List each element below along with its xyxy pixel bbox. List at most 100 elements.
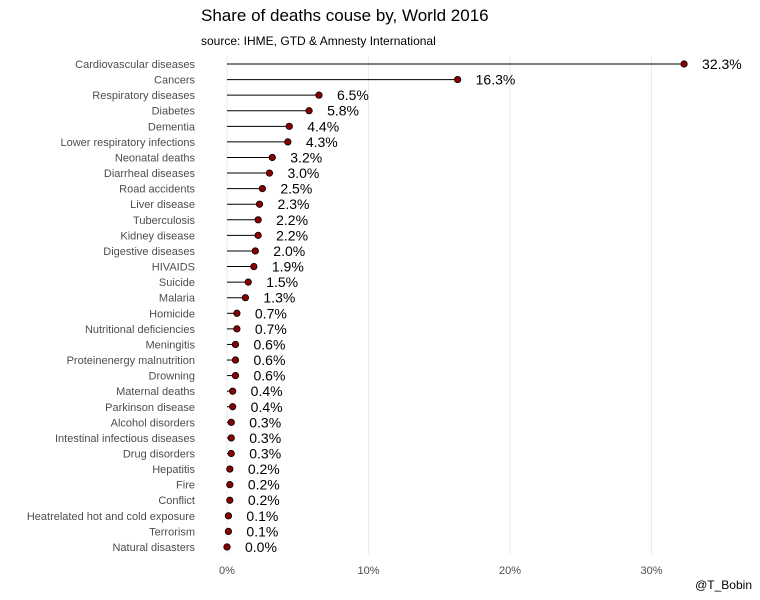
category-label: Terrorism bbox=[149, 526, 195, 538]
data-point bbox=[254, 216, 262, 224]
category-label: Intestinal infectious diseases bbox=[55, 433, 196, 445]
data-point bbox=[251, 247, 259, 255]
category-label: Diarrheal diseases bbox=[104, 168, 196, 180]
value-label: 2.3% bbox=[278, 196, 310, 212]
category-label: Fire bbox=[176, 480, 195, 492]
value-label: 2.2% bbox=[276, 212, 308, 228]
data-point bbox=[285, 122, 293, 130]
value-label: 16.3% bbox=[476, 72, 516, 88]
category-label: Cardiovascular diseases bbox=[75, 59, 195, 71]
data-point bbox=[680, 60, 688, 68]
data-point bbox=[226, 496, 234, 504]
value-label: 0.6% bbox=[253, 368, 285, 384]
category-label: Hepatitis bbox=[152, 464, 195, 476]
value-label: 1.3% bbox=[263, 290, 295, 306]
value-label: 2.5% bbox=[280, 181, 312, 197]
value-label: 0.4% bbox=[251, 399, 283, 415]
value-label: 0.1% bbox=[246, 523, 278, 539]
data-point bbox=[227, 418, 235, 426]
category-label: Suicide bbox=[159, 277, 195, 289]
data-point bbox=[233, 309, 241, 317]
data-point bbox=[254, 231, 262, 239]
value-label: 4.4% bbox=[307, 118, 339, 134]
data-point bbox=[315, 91, 323, 99]
value-label: 1.9% bbox=[272, 259, 304, 275]
value-label: 2.0% bbox=[273, 243, 305, 259]
data-point bbox=[224, 527, 233, 536]
value-label: 0.4% bbox=[251, 383, 283, 399]
value-label: 0.3% bbox=[249, 446, 281, 462]
value-label: 0.3% bbox=[249, 414, 281, 430]
category-label: Lower respiratory infections bbox=[60, 137, 195, 149]
value-label: 5.8% bbox=[327, 103, 359, 119]
category-label: Drug disorders bbox=[123, 449, 196, 461]
category-label: Digestive diseases bbox=[103, 246, 195, 258]
category-label: Natural disasters bbox=[112, 542, 195, 554]
data-point bbox=[229, 387, 237, 395]
value-label: 1.5% bbox=[266, 274, 298, 290]
category-label: Proteinenergy malnutrition bbox=[67, 355, 195, 367]
category-label: Drowning bbox=[149, 371, 195, 383]
data-point bbox=[229, 403, 237, 411]
value-label: 0.1% bbox=[246, 508, 278, 524]
value-label: 0.3% bbox=[249, 430, 281, 446]
data-point bbox=[233, 325, 241, 333]
x-tick-label: 20% bbox=[499, 565, 521, 577]
data-point bbox=[250, 262, 258, 271]
data-point bbox=[226, 481, 234, 489]
category-label: Road accidents bbox=[119, 184, 195, 196]
value-label: 4.3% bbox=[306, 134, 338, 150]
data-point bbox=[258, 185, 266, 193]
category-label: Conflict bbox=[158, 495, 195, 507]
category-label: Tuberculosis bbox=[133, 215, 195, 227]
value-label: 0.2% bbox=[248, 461, 280, 477]
data-point bbox=[244, 278, 252, 286]
data-point bbox=[265, 169, 274, 177]
x-tick-label: 0% bbox=[219, 565, 235, 577]
chart-caption: @T_Bobin bbox=[695, 578, 752, 592]
value-label: 6.5% bbox=[337, 87, 369, 103]
category-label: Cancers bbox=[154, 75, 195, 87]
category-label: Kidney disease bbox=[120, 230, 195, 242]
x-tick-label: 10% bbox=[357, 565, 379, 577]
data-point bbox=[268, 153, 276, 162]
data-point bbox=[255, 200, 264, 208]
chart-subtitle: source: IHME, GTD & Amnesty Internationa… bbox=[201, 34, 436, 48]
category-label: Meningitis bbox=[145, 339, 195, 351]
category-label: Diabetes bbox=[152, 106, 196, 118]
data-point bbox=[454, 75, 462, 84]
value-label: 0.7% bbox=[255, 305, 287, 321]
data-point bbox=[223, 543, 231, 551]
data-point bbox=[227, 449, 235, 458]
data-point bbox=[231, 371, 240, 380]
value-label: 2.2% bbox=[276, 227, 308, 243]
category-label: Maternal deaths bbox=[116, 386, 195, 398]
category-label: Alcohol disorders bbox=[111, 417, 196, 429]
data-point bbox=[241, 294, 249, 302]
value-label: 0.0% bbox=[245, 539, 277, 555]
data-point bbox=[231, 340, 240, 349]
data-point bbox=[224, 512, 233, 520]
x-tick-label: 30% bbox=[640, 565, 662, 577]
value-label: 32.3% bbox=[702, 56, 742, 72]
data-point bbox=[284, 138, 292, 146]
value-label: 0.7% bbox=[255, 321, 287, 337]
category-label: Parkinson disease bbox=[105, 402, 195, 414]
category-label: Liver disease bbox=[130, 199, 195, 211]
category-label: Malaria bbox=[159, 293, 196, 305]
category-label: Respiratory diseases bbox=[92, 90, 195, 102]
value-label: 0.6% bbox=[253, 336, 285, 352]
value-label: 0.2% bbox=[248, 492, 280, 508]
value-label: 3.2% bbox=[290, 149, 322, 165]
data-point bbox=[227, 434, 235, 442]
category-label: Nutritional deficiencies bbox=[85, 324, 196, 336]
value-label: 0.2% bbox=[248, 477, 280, 493]
data-point bbox=[305, 107, 313, 115]
value-label: 0.6% bbox=[253, 352, 285, 368]
category-label: Homicide bbox=[149, 308, 195, 320]
category-label: HIVAIDS bbox=[152, 262, 195, 274]
value-label: 3.0% bbox=[287, 165, 319, 181]
category-label: Dementia bbox=[148, 121, 196, 133]
